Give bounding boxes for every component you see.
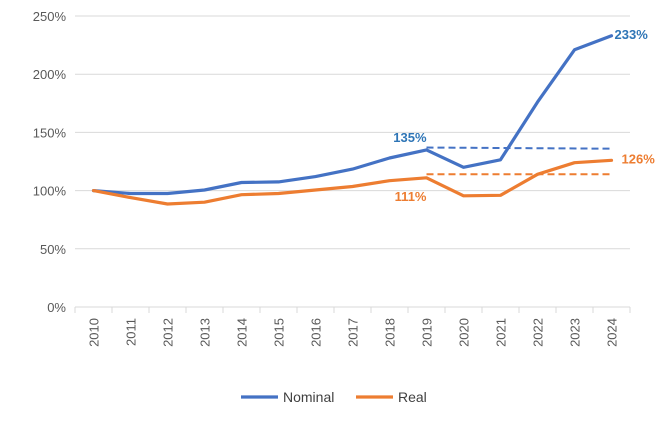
y-tick-label: 50% — [40, 242, 66, 257]
legend-label: Nominal — [283, 389, 334, 405]
x-tick-label: 2017 — [346, 318, 361, 347]
x-tick-label: 2014 — [235, 318, 250, 347]
x-tick-label: 2011 — [124, 318, 139, 346]
data-label: 111% — [395, 189, 427, 204]
x-tick-label: 2021 — [494, 318, 509, 347]
x-tick-label: 2016 — [309, 318, 324, 347]
legend: Nominal Real — [241, 389, 427, 405]
series-line-real — [91, 158, 614, 206]
x-tick-label: 2022 — [531, 318, 546, 347]
x-tick-label: 2015 — [272, 318, 287, 347]
x-tick-label: 2013 — [198, 318, 213, 347]
reference-line — [426, 146, 612, 150]
x-tick-label: 2019 — [420, 318, 435, 347]
x-tick-label: 2023 — [568, 318, 583, 347]
legend-label: Real — [398, 389, 427, 405]
data-label: 233% — [615, 27, 649, 42]
x-tick-label: 2010 — [87, 318, 102, 347]
data-label: 126% — [622, 151, 656, 166]
data-label: 135% — [393, 130, 427, 145]
x-tick-label: 2018 — [383, 318, 398, 347]
x-axis-ticks: 2010 2011 2012 2013 2014 2015 2016 2017 2018 2019… — [74, 307, 631, 347]
x-tick-label: 2020 — [457, 318, 472, 347]
y-tick-label: 200% — [33, 67, 67, 82]
y-tick-label: 100% — [33, 184, 67, 199]
annotations: 135% 233% 111% 126% — [393, 27, 655, 204]
series-line-nominal — [91, 34, 614, 196]
y-tick-label: 150% — [33, 125, 67, 140]
reference-lines — [426, 146, 612, 176]
x-tick-label: 2012 — [161, 318, 176, 347]
gridlines — [75, 15, 630, 308]
y-axis-ticks: 0% 50% 100% 150% 200% 250% — [33, 9, 67, 315]
series-lines — [91, 34, 614, 206]
y-tick-label: 0% — [47, 300, 66, 315]
x-tick-label: 2024 — [605, 318, 620, 347]
y-tick-label: 250% — [33, 9, 67, 24]
